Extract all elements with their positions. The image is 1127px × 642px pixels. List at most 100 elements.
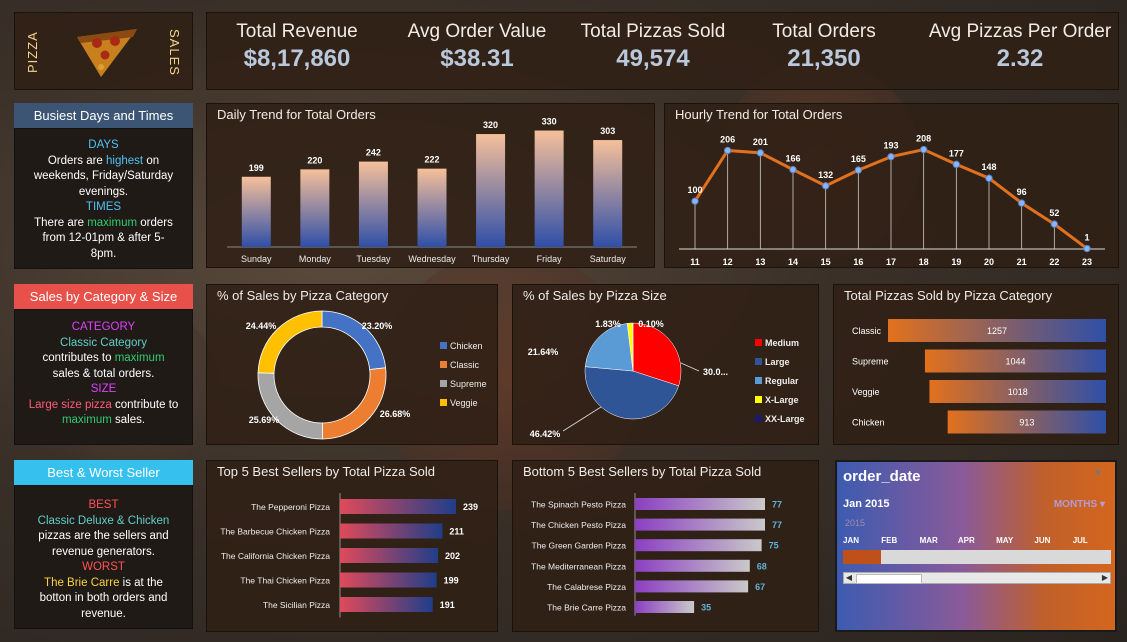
slicer-month-label[interactable]: JUL xyxy=(1072,536,1088,545)
busiest-card-body: DAYS Orders are highest on weekends, Fri… xyxy=(14,128,193,269)
slicer-selected-range[interactable] xyxy=(843,550,881,564)
legend-item: Supreme xyxy=(440,374,487,393)
bottom5-panel: Bottom 5 Best Sellers by Total Pizza Sol… xyxy=(512,460,819,632)
data-label: 0.10% xyxy=(638,319,664,329)
busiest-card-title: Busiest Days and Times xyxy=(14,103,193,128)
logo-right-text: SALES xyxy=(167,28,182,76)
slicer-month-label[interactable]: MAY xyxy=(996,536,1014,545)
data-label: 330 xyxy=(542,117,557,127)
scrollbar-thumb[interactable] xyxy=(856,574,922,584)
tick-label: Sunday xyxy=(241,254,272,264)
best-worst-card: Best & Worst Seller BEST Classic Deluxe … xyxy=(14,460,193,629)
bar xyxy=(635,518,765,531)
category-qty-chart: 1257 Classic 1044 Supreme 1018 Veggie 913 Chick… xyxy=(852,319,1106,434)
kpi-value: 21,350 xyxy=(787,45,861,72)
bar xyxy=(340,499,456,514)
tick-label: 13 xyxy=(755,257,765,267)
bar xyxy=(340,572,437,588)
legend-item: Chicken xyxy=(440,336,487,355)
kpi-avg-pizzas-per-order: Avg Pizzas Per Order 2.32 xyxy=(920,21,1120,73)
data-point xyxy=(985,174,993,182)
bar xyxy=(417,168,447,247)
data-label: 77 xyxy=(772,520,782,530)
kpi-label: Total Orders xyxy=(772,21,876,42)
times-text: from 12-01pm & after 5- xyxy=(42,232,165,244)
tick-label: The Pepperoni Pizza xyxy=(251,502,330,512)
days-heading: DAYS xyxy=(88,139,119,151)
data-point xyxy=(723,146,732,155)
data-point xyxy=(952,160,961,169)
slicer-scrollbar[interactable]: ◀ ▶ xyxy=(843,572,1111,584)
data-label: 77 xyxy=(772,500,782,510)
bar xyxy=(340,523,443,539)
slicer-month-label[interactable]: APR xyxy=(957,536,975,545)
slicer-level-dropdown[interactable]: MONTHS ▾ xyxy=(1053,499,1105,510)
slicer-month-label[interactable]: MAR xyxy=(919,536,938,545)
days-text: Orders are highest on xyxy=(47,154,160,167)
busiest-card: Busiest Days and Times DAYS Orders are h… xyxy=(14,103,193,269)
bar xyxy=(476,134,506,247)
tick-label: Monday xyxy=(299,254,332,264)
data-label: 193 xyxy=(883,141,898,151)
data-label: 100 xyxy=(687,185,702,195)
slicer-title: order_date xyxy=(843,468,921,485)
kpi-total-pizzas-sold: Total Pizzas Sold 49,574 xyxy=(563,21,743,73)
leader-line xyxy=(680,362,700,372)
data-point xyxy=(887,152,895,161)
bar xyxy=(300,169,330,247)
bar xyxy=(241,176,271,247)
scroll-left-icon[interactable]: ◀ xyxy=(845,573,853,582)
category-text: contributes to maximum xyxy=(42,352,165,364)
data-label: 206 xyxy=(720,134,735,144)
data-label: 96 xyxy=(1017,187,1027,197)
legend-item: X-Large xyxy=(755,390,805,409)
kpi-avg-order-value: Avg Order Value $38.31 xyxy=(387,21,567,73)
slicer-timeline[interactable] xyxy=(843,550,1111,564)
bar xyxy=(929,380,1106,403)
slicer-months: JAN FEB MAR APR MAY JUN JUL xyxy=(843,536,1111,548)
bar xyxy=(358,161,388,247)
slicer-month-label[interactable]: JAN xyxy=(843,536,860,545)
times-heading: TIMES xyxy=(85,201,122,213)
data-label: 1257 xyxy=(987,326,1007,336)
kpi-value: 2.32 xyxy=(996,45,1044,72)
tick-label: Saturday xyxy=(590,254,627,264)
data-label: 202 xyxy=(445,551,460,561)
tick-label: The Barbecue Chicken Pizza xyxy=(220,527,330,537)
pie-slice xyxy=(584,323,634,372)
category-size-card-title: Sales by Category & Size xyxy=(14,284,193,309)
tick-label: The Calabrese Pizza xyxy=(547,582,626,592)
legend-item: Classic xyxy=(440,355,487,374)
times-text: There are maximum orders xyxy=(34,216,173,229)
slicer-month-label[interactable]: JUN xyxy=(1034,536,1051,545)
slicer-month-label[interactable]: FEB xyxy=(881,536,898,545)
bar xyxy=(534,130,564,247)
slicer-clear-filter-icon[interactable]: ▼ xyxy=(1093,468,1103,479)
bar xyxy=(888,319,1106,342)
data-label: 222 xyxy=(424,155,439,165)
data-point xyxy=(821,182,830,190)
tick-label: 18 xyxy=(919,257,929,267)
data-point xyxy=(854,166,863,174)
kpi-total-revenue: Total Revenue $8,17,860 xyxy=(207,21,387,73)
best-text: revenue generators. xyxy=(52,545,155,558)
logo-panel: PIZZA SALES xyxy=(14,12,193,90)
order-date-slicer[interactable]: order_date ▼ Jan 2015 MONTHS ▾ 2015 JAN F… xyxy=(835,460,1117,632)
data-label: 239 xyxy=(463,502,478,512)
data-label: 75 xyxy=(769,541,779,551)
scroll-right-icon[interactable]: ▶ xyxy=(1101,573,1109,582)
kpi-total-orders: Total Orders 21,350 xyxy=(734,21,914,73)
data-label: 25.69% xyxy=(249,415,280,425)
bar xyxy=(593,140,623,247)
kpi-label: Avg Order Value xyxy=(407,21,547,42)
tick-label: The Brie Carre Pizza xyxy=(547,603,626,613)
slicer-period: Jan 2015 xyxy=(843,498,890,510)
best-worst-card-body: BEST Classic Deluxe & Chicken pizzas are… xyxy=(14,485,193,629)
data-label: 21.64% xyxy=(528,347,559,357)
legend-item: XX-Large xyxy=(755,409,805,428)
size-text: Large size pizza contribute to xyxy=(28,398,179,411)
hourly-trend-panel: Hourly Trend for Total Orders 100 11 206 12… xyxy=(664,103,1119,268)
category-qty-panel: Total Pizzas Sold by Pizza Category 1257… xyxy=(833,284,1119,445)
pie-slice xyxy=(632,322,682,387)
data-label: 1 xyxy=(1084,233,1089,243)
